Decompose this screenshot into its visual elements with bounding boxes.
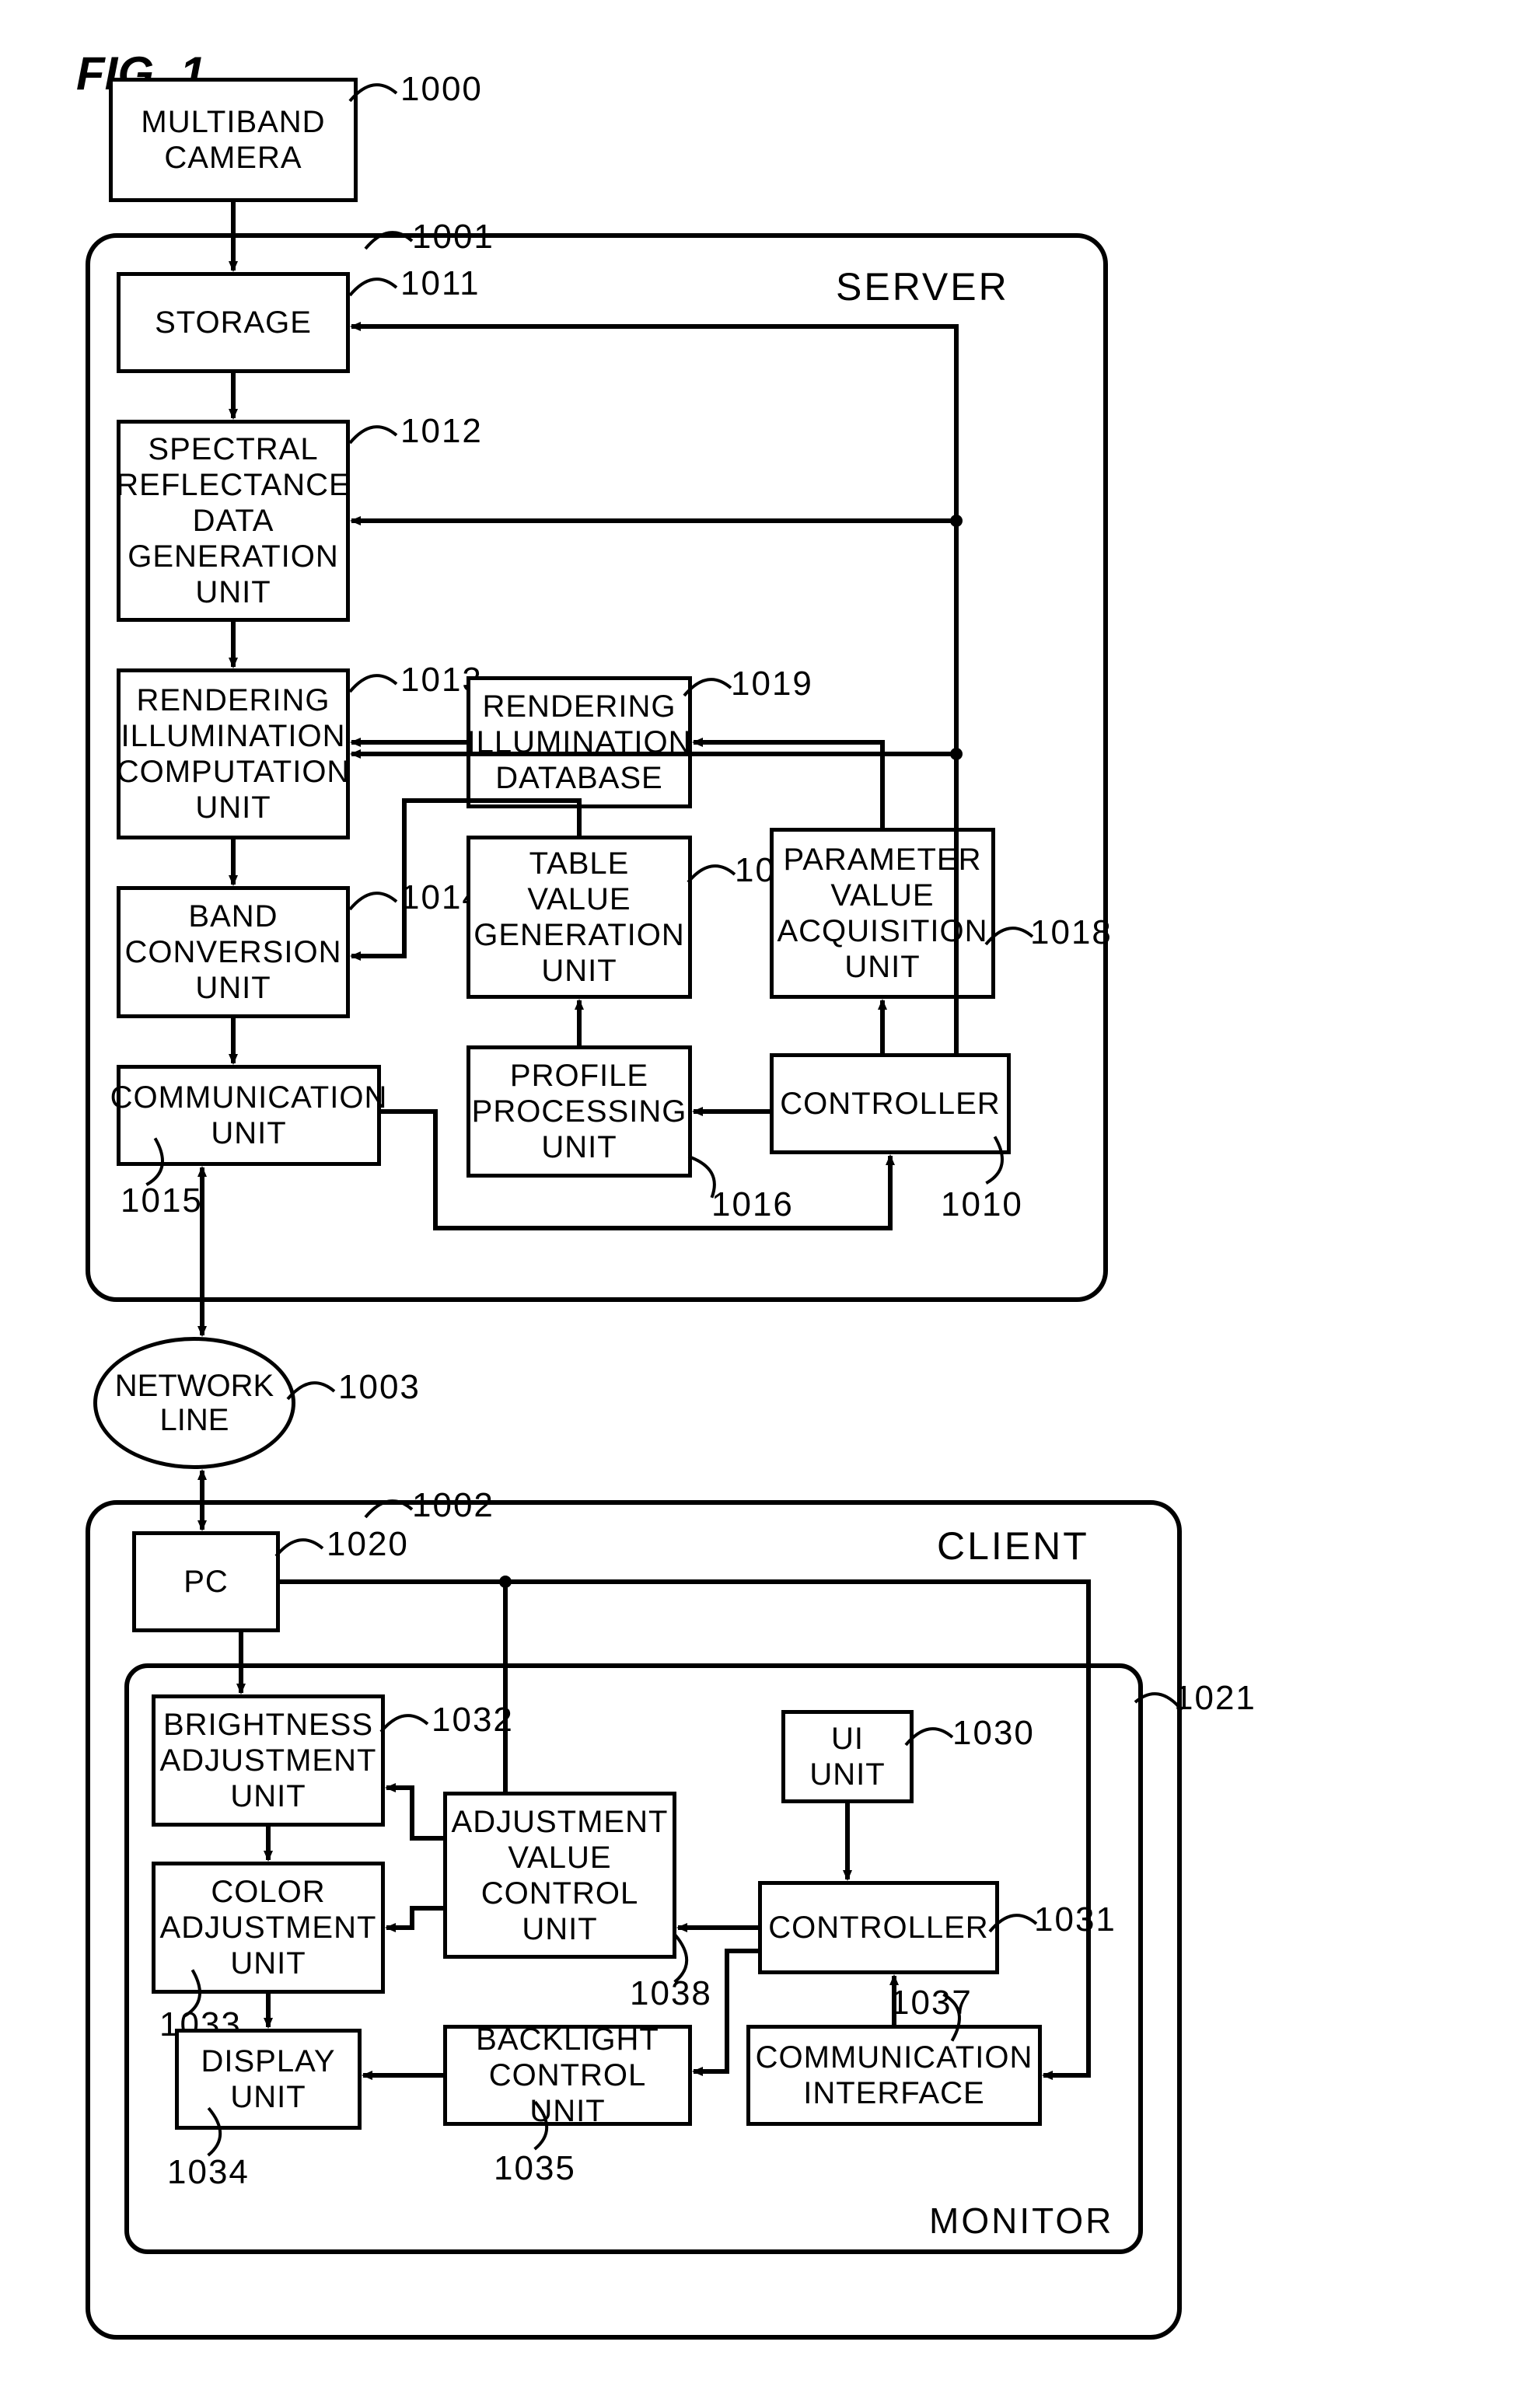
spectral-ref: 1012 xyxy=(400,412,483,451)
adj-value-node: ADJUSTMENTVALUECONTROLUNIT xyxy=(443,1792,676,1959)
brightness-ref: 1032 xyxy=(432,1701,514,1740)
node-label: PROFILEPROCESSINGUNIT xyxy=(472,1058,687,1165)
monitor-ref: 1021 xyxy=(1174,1679,1256,1718)
rendering-db-ref: 1019 xyxy=(731,665,813,703)
node-label: COLORADJUSTMENTUNIT xyxy=(160,1874,377,1981)
tick-icon xyxy=(350,274,404,305)
param-acq-ref: 1018 xyxy=(1030,913,1113,952)
rendering-comp-node: RENDERINGILLUMINATIONCOMPUTATIONUNIT xyxy=(117,668,350,839)
tick-icon xyxy=(365,1495,420,1527)
brightness-node: BRIGHTNESSADJUSTMENTUNIT xyxy=(152,1694,385,1827)
controller-server-node: CONTROLLER xyxy=(770,1053,1011,1154)
client-label: CLIENT xyxy=(937,1523,1089,1569)
profile-node: PROFILEPROCESSINGUNIT xyxy=(466,1045,692,1178)
tick-icon xyxy=(365,227,420,258)
controller-client-ref: 1031 xyxy=(1034,1900,1116,1939)
node-label: PC xyxy=(183,1564,229,1600)
tick-icon xyxy=(684,674,739,705)
pc-ref: 1020 xyxy=(327,1525,409,1564)
comm-if-node: COMMUNICATIONINTERFACE xyxy=(746,2025,1042,2126)
tick-icon xyxy=(350,888,404,919)
node-label: BANDCONVERSIONUNIT xyxy=(125,899,342,1006)
ui-unit-ref: 1030 xyxy=(952,1714,1035,1753)
node-label: RENDERINGILLUMINATIONCOMPUTATIONUNIT xyxy=(117,682,351,825)
multiband-camera-ref: 1000 xyxy=(400,70,483,109)
diagram-canvas: FIG. 1 SERVER 1001 CLIENT 1002 MONITOR 1… xyxy=(0,0,1534,2408)
controller-client-node: CONTROLLER xyxy=(758,1881,999,1974)
node-label: UIUNIT xyxy=(809,1721,885,1792)
node-label: ADJUSTMENTVALUECONTROLUNIT xyxy=(452,1804,669,1947)
storage-ref: 1011 xyxy=(400,264,480,303)
client-ref: 1002 xyxy=(412,1486,494,1525)
node-label: BRIGHTNESSADJUSTMENTUNIT xyxy=(160,1707,377,1814)
pc-node: PC xyxy=(132,1531,280,1632)
table-gen-node: TABLEVALUEGENERATIONUNIT xyxy=(466,836,692,999)
tick-icon xyxy=(288,1377,342,1408)
param-acq-node: PARAMETERVALUEACQUISITIONUNIT xyxy=(770,828,995,999)
tick-icon xyxy=(276,1534,330,1565)
monitor-label: MONITOR xyxy=(929,2200,1113,2242)
node-label: DISPLAYUNIT xyxy=(201,2043,336,2115)
tick-icon xyxy=(688,860,743,892)
tick-icon xyxy=(990,1910,1044,1941)
server-label: SERVER xyxy=(836,264,1009,309)
ui-unit-node: UIUNIT xyxy=(781,1710,914,1803)
tick-icon xyxy=(350,79,404,110)
node-label: TABLEVALUEGENERATIONUNIT xyxy=(473,846,685,989)
node-label: COMMUNICATIONINTERFACE xyxy=(756,2040,1033,2111)
node-label: CONTROLLER xyxy=(780,1086,1000,1122)
storage-node: STORAGE xyxy=(117,272,350,373)
multiband-camera-node: MULTIBANDCAMERA xyxy=(109,78,358,202)
spectral-node: SPECTRALREFLECTANCEDATAGENERATIONUNIT xyxy=(117,420,350,622)
tick-icon xyxy=(381,1710,435,1741)
controller-server-ref: 1010 xyxy=(941,1185,1023,1224)
rendering-db-node: RENDERINGILLUMINATIONDATABASE xyxy=(466,676,692,808)
node-label: SPECTRALREFLECTANCEDATAGENERATIONUNIT xyxy=(116,431,350,610)
network-node: NETWORKLINE xyxy=(93,1337,295,1469)
node-label: NETWORKLINE xyxy=(115,1369,274,1437)
backlight-node: BACKLIGHTCONTROL UNIT xyxy=(443,2025,692,2126)
tick-icon xyxy=(986,923,1040,954)
band-conv-node: BANDCONVERSIONUNIT xyxy=(117,886,350,1018)
node-label: CONTROLLER xyxy=(768,1910,988,1946)
tick-icon xyxy=(906,1723,960,1754)
tick-icon xyxy=(350,670,404,701)
network-ref: 1003 xyxy=(338,1368,421,1407)
node-label: STORAGE xyxy=(155,305,312,340)
node-label: RENDERINGILLUMINATIONDATABASE xyxy=(466,689,691,796)
tick-icon xyxy=(1127,1688,1182,1719)
node-label: PARAMETERVALUEACQUISITIONUNIT xyxy=(777,842,987,985)
server-ref: 1001 xyxy=(412,218,494,257)
node-label: BACKLIGHTCONTROL UNIT xyxy=(450,2022,685,2129)
tick-icon xyxy=(350,421,404,452)
node-label: MULTIBANDCAMERA xyxy=(141,104,325,176)
